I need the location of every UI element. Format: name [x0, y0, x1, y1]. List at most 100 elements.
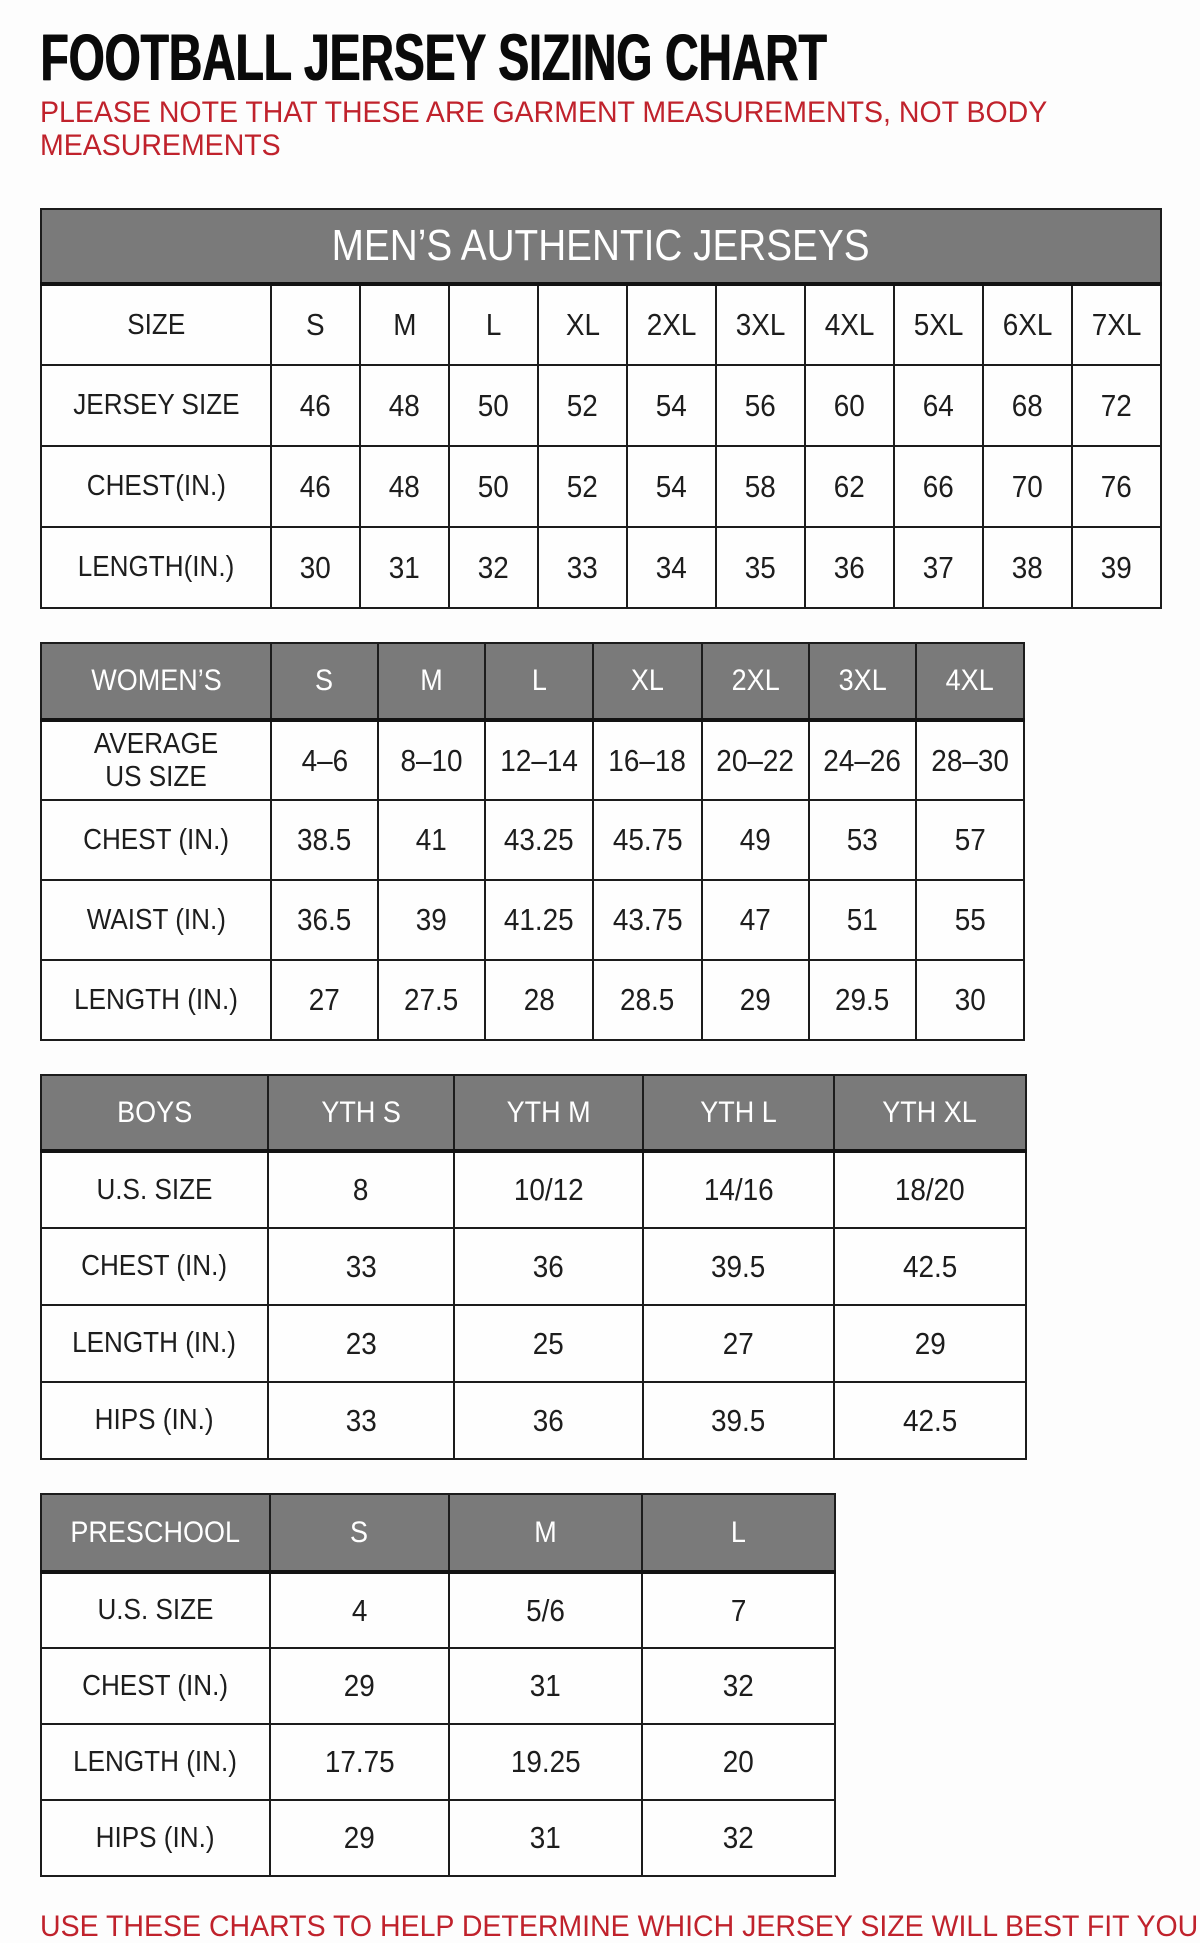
size-value: 38 [982, 526, 1073, 609]
size-value: 2XL [626, 283, 717, 366]
size-value: 55 [915, 879, 1025, 961]
size-value: 46 [270, 445, 361, 528]
size-value: 32 [448, 526, 539, 609]
table-row: SIZE S M L XL 2XL 3XL 4XL 5XL 6XL 7XL [40, 283, 1163, 366]
size-value: 8–10 [377, 719, 486, 801]
table-row: LENGTH (IN.) 27 27.5 28 28.5 29 29.5 30 [40, 959, 1025, 1041]
table-row: LENGTH (IN.) 23 25 27 29 [40, 1304, 1027, 1383]
size-value: 7 [641, 1571, 836, 1649]
column-header: S [270, 642, 379, 722]
size-value: 54 [626, 445, 717, 528]
size-value: 39 [377, 879, 486, 961]
size-value: 66 [893, 445, 984, 528]
size-value: 29 [269, 1647, 450, 1725]
page-title: FOOTBALL JERSEY SIZING CHART [40, 20, 827, 94]
size-value: 30 [270, 526, 361, 609]
size-value: 62 [804, 445, 895, 528]
size-value: 27 [642, 1304, 835, 1383]
size-value: 39 [1070, 526, 1163, 609]
size-value: 16–18 [592, 719, 703, 801]
column-header: 4XL [915, 642, 1025, 722]
preschool-table: PRESCHOOL S M L U.S. SIZE 4 5/6 7 CHEST (IN.) 29 3… [40, 1493, 836, 1877]
size-value: 42.5 [833, 1381, 1027, 1460]
size-value: 5/6 [448, 1571, 643, 1649]
size-value: 29 [701, 959, 810, 1041]
size-value: 70 [982, 445, 1073, 528]
size-value: 76 [1070, 445, 1163, 528]
size-value: 36 [453, 1381, 644, 1460]
size-value: 53 [808, 799, 917, 881]
footer-note: USE THESE CHARTS TO HELP DETERMINE WHICH… [40, 1910, 1200, 1943]
size-value: 23 [267, 1304, 455, 1383]
size-value: 50 [448, 364, 539, 447]
size-value: 20 [641, 1723, 836, 1801]
size-value: 54 [626, 364, 717, 447]
column-header: S [269, 1493, 450, 1574]
size-value: 57 [915, 799, 1025, 881]
table-row: CHEST (IN.) 38.5 41 43.25 45.75 49 53 57 [40, 799, 1025, 881]
size-value: 27.5 [377, 959, 486, 1041]
size-value: 4XL [804, 283, 895, 366]
size-value: L [448, 283, 539, 366]
size-value: 29 [833, 1304, 1027, 1383]
size-value: 29 [269, 1799, 450, 1877]
row-label: HIPS (IN.) [40, 1381, 269, 1460]
size-value: 3XL [715, 283, 806, 366]
size-value: 30 [915, 959, 1025, 1041]
size-value: 39.5 [642, 1227, 835, 1306]
size-value: XL [537, 283, 628, 366]
column-header: XL [592, 642, 703, 722]
column-header: YTH S [267, 1074, 455, 1153]
size-value: 41 [377, 799, 486, 881]
table-banner-row: MEN’S AUTHENTIC JERSEYS [39, 208, 1163, 286]
table-row: WAIST (IN.) 36.5 39 41.25 43.75 47 51 55 [40, 879, 1025, 961]
size-value: 52 [537, 364, 628, 447]
size-value: 33 [537, 526, 628, 609]
row-label: LENGTH (IN.) [40, 1723, 271, 1801]
size-value: 72 [1070, 364, 1163, 447]
size-value: 43.75 [592, 879, 703, 961]
size-value: 51 [808, 879, 917, 961]
size-value: 58 [715, 445, 806, 528]
boys-table: BOYS YTH S YTH M YTH L YTH XL U.S. SIZE 8 10/12… [40, 1074, 1027, 1460]
size-value: 17.75 [269, 1723, 450, 1801]
row-label: CHEST(IN.) [40, 445, 272, 528]
size-value: 41.25 [484, 879, 594, 961]
size-value: 31 [359, 526, 450, 609]
row-label: LENGTH(IN.) [40, 526, 272, 609]
table-banner: MEN’S AUTHENTIC JERSEYS [39, 208, 1163, 286]
size-value: M [359, 283, 450, 366]
size-value: 52 [537, 445, 628, 528]
column-header: M [377, 642, 486, 722]
garment-measurement-note: PLEASE NOTE THAT THESE ARE GARMENT MEASU… [40, 96, 1048, 162]
size-value: 6XL [982, 283, 1073, 366]
size-value: 19.25 [448, 1723, 643, 1801]
row-label: CHEST (IN.) [40, 1227, 269, 1306]
size-value: 32 [641, 1647, 836, 1725]
size-value: 4 [269, 1571, 450, 1649]
size-value: 10/12 [453, 1150, 644, 1229]
table-row: LENGTH (IN.) 17.75 19.25 20 [40, 1723, 836, 1801]
table-row: U.S. SIZE 8 10/12 14/16 18/20 [40, 1150, 1027, 1229]
size-value: 60 [804, 364, 895, 447]
column-header: M [448, 1493, 643, 1574]
size-value: 34 [626, 526, 717, 609]
size-value: 24–26 [808, 719, 917, 801]
table-title-cell: WOMEN’S [40, 642, 272, 722]
size-value: 38.5 [270, 799, 379, 881]
size-value: 39.5 [642, 1381, 835, 1460]
size-value: 29.5 [808, 959, 917, 1041]
size-value: 8 [267, 1150, 455, 1229]
row-label: LENGTH (IN.) [40, 1304, 269, 1383]
size-value: 28 [484, 959, 594, 1041]
table-row: CHEST (IN.) 29 31 32 [40, 1647, 836, 1725]
column-header: L [641, 1493, 836, 1574]
size-value: 50 [448, 445, 539, 528]
womens-table: WOMEN’S S M L XL 2XL 3XL 4XL AVERAGE US SIZE 4–6 8… [40, 642, 1025, 1041]
size-value: 32 [641, 1799, 836, 1877]
size-value: 31 [448, 1799, 643, 1877]
column-header: YTH XL [833, 1074, 1027, 1153]
column-header: YTH L [642, 1074, 835, 1153]
size-value: S [270, 283, 361, 366]
